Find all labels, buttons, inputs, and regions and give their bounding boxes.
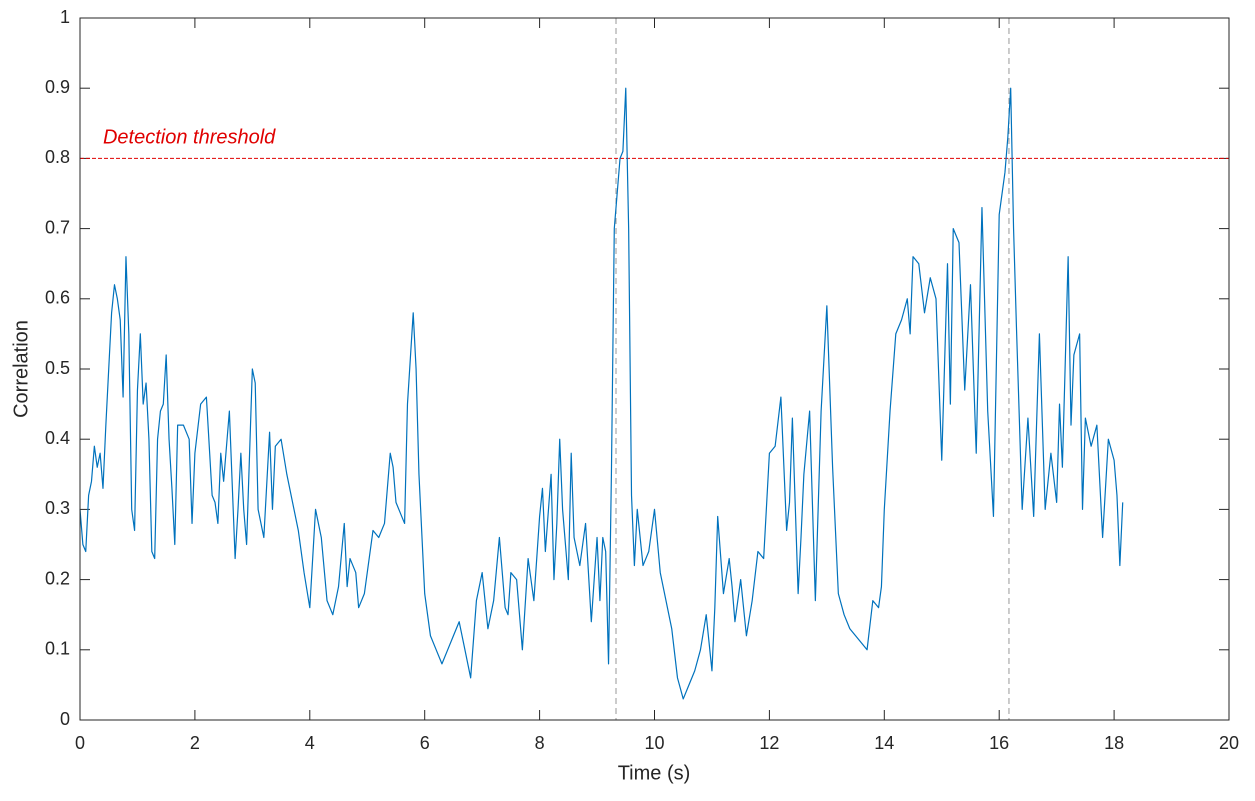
- y-tick-label: 0.3: [45, 498, 70, 518]
- x-tick-label: 4: [305, 733, 315, 753]
- x-tick-label: 14: [874, 733, 894, 753]
- x-tick-label: 2: [190, 733, 200, 753]
- threshold-label: Detection threshold: [103, 127, 276, 149]
- x-tick-label: 8: [535, 733, 545, 753]
- plot-frame: [79, 17, 1230, 721]
- y-tick-label: 0.6: [45, 288, 70, 308]
- x-tick-label: 16: [989, 733, 1009, 753]
- y-tick-label: 1: [60, 7, 70, 27]
- x-tick-label: 18: [1104, 733, 1124, 753]
- y-tick-label: 0.5: [45, 358, 70, 378]
- x-tick-label: 20: [1219, 733, 1239, 753]
- y-tick-label: 0.4: [45, 428, 70, 448]
- x-tick-label: 12: [759, 733, 779, 753]
- y-tick-label: 0.2: [45, 568, 70, 588]
- x-axis-label: Time (s): [618, 762, 691, 784]
- x-tick-label: 10: [644, 733, 664, 753]
- y-tick-label: 0.7: [45, 217, 70, 237]
- y-tick-label: 0.9: [45, 77, 70, 97]
- y-tick-label: 0.8: [45, 147, 70, 167]
- y-tick-label: 0: [60, 709, 70, 729]
- y-tick-label: 0.1: [45, 639, 70, 659]
- correlation-line: [79, 87, 1124, 700]
- x-tick-label: 0: [75, 733, 85, 753]
- x-tick-label: 6: [420, 733, 430, 753]
- y-axis-label: Correlation: [10, 320, 32, 418]
